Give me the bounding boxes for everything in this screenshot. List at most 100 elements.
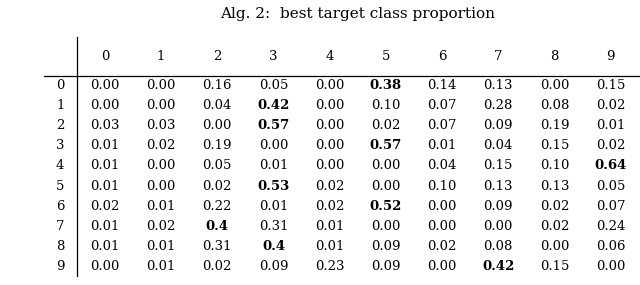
- Text: 0.01: 0.01: [90, 220, 120, 233]
- Text: 0.00: 0.00: [259, 139, 288, 152]
- Text: 0.02: 0.02: [203, 260, 232, 273]
- Text: 0.09: 0.09: [483, 200, 513, 213]
- Text: 0.13: 0.13: [540, 180, 569, 193]
- Text: 9: 9: [606, 50, 615, 63]
- Text: 0.05: 0.05: [203, 159, 232, 172]
- Text: 0.42: 0.42: [257, 99, 290, 112]
- Text: 4: 4: [56, 159, 65, 172]
- Text: 0.08: 0.08: [484, 240, 513, 253]
- Text: 0.00: 0.00: [315, 159, 344, 172]
- Text: 1: 1: [56, 99, 65, 112]
- Text: 0.52: 0.52: [370, 200, 402, 213]
- Text: 8: 8: [56, 240, 65, 253]
- Text: 0.00: 0.00: [596, 260, 625, 273]
- Text: 0.02: 0.02: [596, 139, 625, 152]
- Text: 0.00: 0.00: [371, 220, 401, 233]
- Text: 7: 7: [56, 220, 65, 233]
- Text: 2: 2: [56, 119, 65, 132]
- Text: 0.01: 0.01: [315, 220, 344, 233]
- Text: 0.01: 0.01: [147, 260, 176, 273]
- Text: 0.4: 0.4: [205, 220, 229, 233]
- Text: 0.15: 0.15: [540, 139, 569, 152]
- Text: 0.00: 0.00: [428, 220, 457, 233]
- Text: 0.02: 0.02: [315, 200, 344, 213]
- Text: 0.01: 0.01: [259, 159, 288, 172]
- Text: 0.00: 0.00: [371, 159, 401, 172]
- Text: 0.16: 0.16: [202, 79, 232, 92]
- Text: 3: 3: [56, 139, 65, 152]
- Text: 0.22: 0.22: [203, 200, 232, 213]
- Text: 0.31: 0.31: [259, 220, 288, 233]
- Text: 0.06: 0.06: [596, 240, 625, 253]
- Text: 0.09: 0.09: [483, 119, 513, 132]
- Text: 0.01: 0.01: [90, 180, 120, 193]
- Text: 0.13: 0.13: [483, 180, 513, 193]
- Text: 0.28: 0.28: [484, 99, 513, 112]
- Text: 8: 8: [550, 50, 559, 63]
- Text: 0.05: 0.05: [259, 79, 288, 92]
- Text: 0.57: 0.57: [370, 139, 402, 152]
- Text: 0.07: 0.07: [596, 200, 625, 213]
- Text: 0.19: 0.19: [202, 139, 232, 152]
- Text: 0.00: 0.00: [428, 260, 457, 273]
- Text: 4: 4: [326, 50, 334, 63]
- Text: 0.02: 0.02: [147, 139, 176, 152]
- Text: 0.38: 0.38: [370, 79, 402, 92]
- Text: 1: 1: [157, 50, 165, 63]
- Text: 0.19: 0.19: [540, 119, 569, 132]
- Text: 0: 0: [100, 50, 109, 63]
- Text: 0.00: 0.00: [540, 240, 569, 253]
- Text: 0.00: 0.00: [315, 139, 344, 152]
- Text: 0.42: 0.42: [482, 260, 515, 273]
- Text: 0.00: 0.00: [315, 99, 344, 112]
- Text: 0.03: 0.03: [147, 119, 176, 132]
- Text: 0.00: 0.00: [90, 260, 120, 273]
- Text: 0.02: 0.02: [428, 240, 457, 253]
- Text: 0.53: 0.53: [257, 180, 289, 193]
- Text: 0.08: 0.08: [540, 99, 569, 112]
- Text: 0.31: 0.31: [202, 240, 232, 253]
- Text: 0.15: 0.15: [484, 159, 513, 172]
- Text: 0.01: 0.01: [90, 159, 120, 172]
- Text: 0.09: 0.09: [371, 240, 401, 253]
- Text: 0.02: 0.02: [371, 119, 401, 132]
- Text: 0.15: 0.15: [596, 79, 625, 92]
- Text: 0.15: 0.15: [540, 260, 569, 273]
- Text: 0.01: 0.01: [90, 139, 120, 152]
- Text: 0.23: 0.23: [315, 260, 344, 273]
- Text: 0.01: 0.01: [596, 119, 625, 132]
- Text: 0.00: 0.00: [315, 79, 344, 92]
- Text: 0.04: 0.04: [203, 99, 232, 112]
- Text: 0: 0: [56, 79, 65, 92]
- Text: 0.03: 0.03: [90, 119, 120, 132]
- Text: 0.01: 0.01: [315, 240, 344, 253]
- Text: 0.00: 0.00: [90, 99, 120, 112]
- Text: 0.00: 0.00: [540, 79, 569, 92]
- Text: 0.01: 0.01: [147, 200, 176, 213]
- Text: 0.57: 0.57: [257, 119, 289, 132]
- Text: 0.02: 0.02: [315, 180, 344, 193]
- Text: 0.00: 0.00: [203, 119, 232, 132]
- Text: Alg. 2:  best target class proportion: Alg. 2: best target class proportion: [220, 7, 495, 21]
- Text: 0.00: 0.00: [484, 220, 513, 233]
- Text: 6: 6: [56, 200, 65, 213]
- Text: 0.10: 0.10: [540, 159, 569, 172]
- Text: 0.00: 0.00: [147, 79, 176, 92]
- Text: 0.14: 0.14: [428, 79, 457, 92]
- Text: 0.00: 0.00: [147, 180, 176, 193]
- Text: 0.04: 0.04: [428, 159, 457, 172]
- Text: 9: 9: [56, 260, 65, 273]
- Text: 0.64: 0.64: [595, 159, 627, 172]
- Text: 0.00: 0.00: [428, 200, 457, 213]
- Text: 0.00: 0.00: [147, 159, 176, 172]
- Text: 0.02: 0.02: [540, 200, 569, 213]
- Text: 7: 7: [494, 50, 502, 63]
- Text: 6: 6: [438, 50, 446, 63]
- Text: 0.00: 0.00: [90, 79, 120, 92]
- Text: 0.01: 0.01: [259, 200, 288, 213]
- Text: 0.24: 0.24: [596, 220, 625, 233]
- Text: 0.01: 0.01: [428, 139, 457, 152]
- Text: 5: 5: [381, 50, 390, 63]
- Text: 3: 3: [269, 50, 278, 63]
- Text: 0.07: 0.07: [428, 99, 457, 112]
